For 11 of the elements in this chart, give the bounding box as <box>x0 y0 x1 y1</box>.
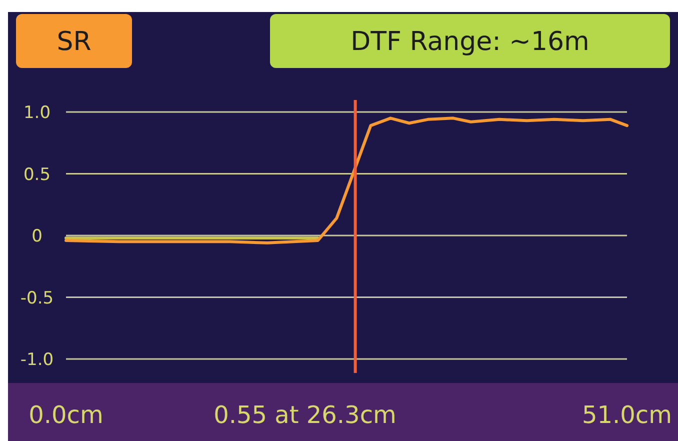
y-tick-label: 0 <box>32 226 42 246</box>
y-tick-label: 0.5 <box>23 164 51 185</box>
x-tick-label: 51.0cm <box>582 401 672 429</box>
y-tick-label: -0.5 <box>20 288 54 308</box>
y-tick-label: 1.0 <box>23 103 51 123</box>
chart-title: SR <box>56 27 92 57</box>
line-series <box>64 116 628 244</box>
text: 0.55 at 26.3cm <box>214 401 396 429</box>
x-tick-label: 0.0cm <box>28 401 104 429</box>
y-tick-label: -1.0 <box>20 350 54 370</box>
chart-subtitle: DTF Range: ~16m <box>350 27 590 57</box>
